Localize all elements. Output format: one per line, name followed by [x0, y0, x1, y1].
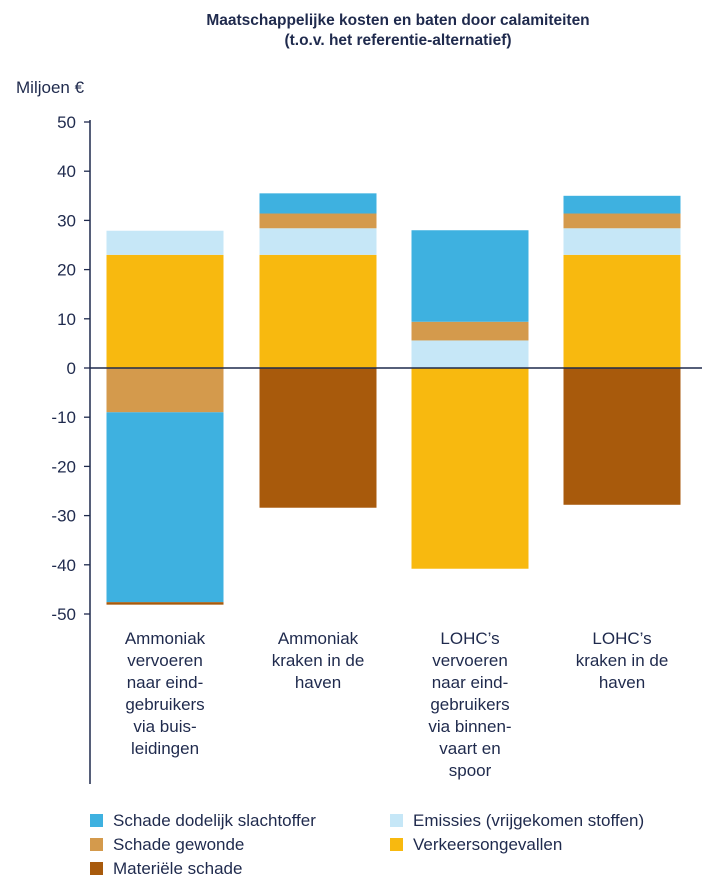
y-tick-label: -20	[51, 457, 76, 476]
y-tick-label: 50	[57, 113, 76, 132]
category-label: gebruikers	[430, 695, 509, 714]
y-tick-label: 20	[57, 261, 76, 280]
legend: Schade dodelijk slachtoffer Emissies (vri…	[90, 811, 644, 878]
chart-title-line: Maatschappelijke kosten en baten door ca…	[206, 12, 589, 29]
category-label: LOHC’s	[440, 629, 499, 648]
legend-item: Schade gewonde	[90, 835, 244, 854]
bar-segment	[563, 228, 681, 255]
y-tick-label: -30	[51, 507, 76, 526]
bar-segment	[259, 254, 377, 368]
bar-segment	[106, 230, 224, 255]
y-axis-ticks: 50 40 30 20 10 0 -10 -20 -30 -40 -50	[51, 113, 90, 624]
y-tick-label: 0	[67, 359, 76, 378]
bar-segment	[259, 228, 377, 255]
legend-label: Materiële schade	[113, 859, 242, 878]
bar-segment	[563, 213, 681, 229]
category-label: via binnen-	[428, 717, 511, 736]
legend-swatch	[390, 838, 403, 851]
category-label: vervoeren	[127, 651, 203, 670]
legend-label: Schade gewonde	[113, 835, 244, 854]
bar-segment	[411, 230, 529, 322]
category-label: LOHC’s	[592, 629, 651, 648]
category-label: kraken in de	[272, 651, 365, 670]
category-label: naar eind-	[127, 673, 204, 692]
bar-segment	[259, 368, 377, 508]
y-tick-label: 30	[57, 211, 76, 230]
legend-swatch	[90, 838, 103, 851]
legend-swatch	[90, 862, 103, 875]
category-label: kraken in de	[576, 651, 669, 670]
category-labels: Ammoniak vervoeren naar eind-gebruikers via…	[125, 629, 668, 780]
category-label: naar eind-	[432, 673, 509, 692]
category-label: vaart en	[439, 739, 500, 758]
category-label: spoor	[449, 761, 492, 780]
bar-segment	[106, 412, 224, 603]
category-label: haven	[599, 673, 645, 692]
category-label: Ammoniak	[278, 629, 359, 648]
bar-segment	[563, 254, 681, 368]
legend-swatch	[390, 814, 403, 827]
bar-segment	[106, 602, 224, 605]
bar-segment	[563, 195, 681, 214]
legend-item: Emissies (vrijgekomen stoffen)	[390, 811, 644, 830]
bar-segment	[411, 368, 529, 569]
y-axis-unit-label: Miljoen €	[16, 78, 85, 97]
legend-label: Emissies (vrijgekomen stoffen)	[413, 811, 644, 830]
category-label: gebruikers	[125, 695, 204, 714]
legend-swatch	[90, 814, 103, 827]
y-tick-label: -50	[51, 605, 76, 624]
category-label: leidingen	[131, 739, 199, 758]
category-label: via buis-	[133, 717, 196, 736]
legend-label: Verkeersongevallen	[413, 835, 562, 854]
y-tick-label: -10	[51, 408, 76, 427]
y-tick-label: -40	[51, 556, 76, 575]
category-label: Ammoniak	[125, 629, 206, 648]
bar-segment	[259, 213, 377, 229]
category-label: haven	[295, 673, 341, 692]
legend-item: Verkeersongevallen	[390, 835, 562, 854]
bar-segment	[563, 368, 681, 505]
legend-label: Schade dodelijk slachtoffer	[113, 811, 316, 830]
y-tick-label: 10	[57, 310, 76, 329]
legend-item: Materiële schade	[90, 859, 242, 878]
bar-segment	[411, 340, 529, 368]
chart-title-line: (t.o.v. het referentie-alternatief)	[284, 32, 511, 49]
bars	[106, 193, 681, 605]
chart-title: Maatschappelijke kosten en baten door ca…	[206, 12, 589, 49]
y-tick-label: 40	[57, 162, 76, 181]
bar-segment	[259, 193, 377, 214]
legend-item: Schade dodelijk slachtoffer	[90, 811, 316, 830]
category-label: vervoeren	[432, 651, 508, 670]
bar-segment	[106, 368, 224, 413]
bar-segment	[106, 254, 224, 368]
bar-segment	[411, 321, 529, 341]
